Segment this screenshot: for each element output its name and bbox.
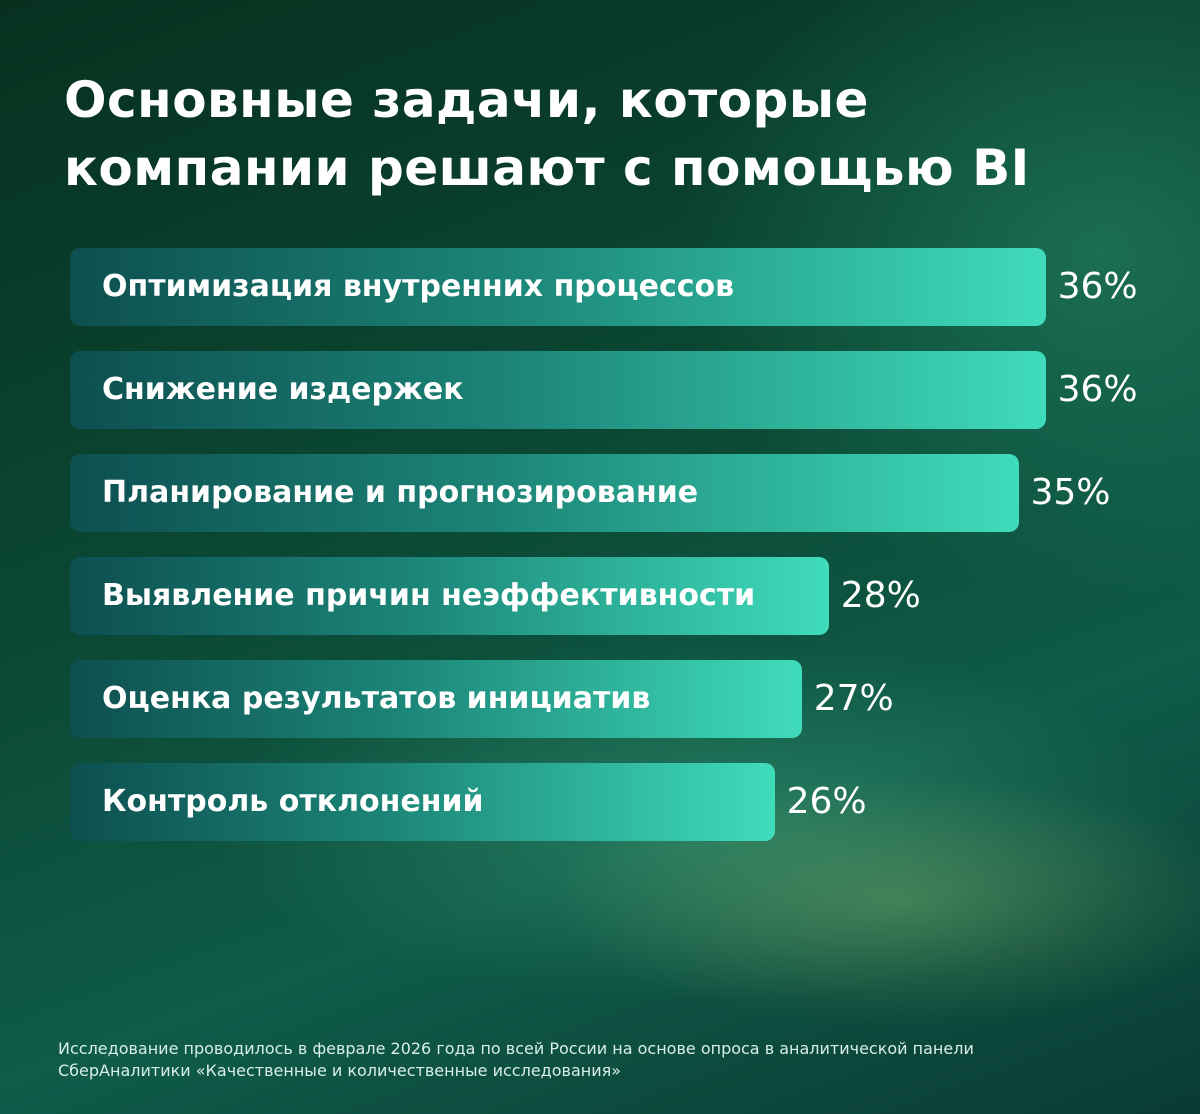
value-label: 26%: [786, 781, 867, 822]
bar: [70, 454, 1019, 532]
category-label: Выявление причин неэффективности: [102, 578, 756, 613]
bar: [70, 763, 775, 841]
category-label: Планирование и прогнозирование: [102, 475, 699, 510]
value-label: 28%: [840, 575, 921, 616]
value-label: 36%: [1057, 369, 1138, 410]
bar: [70, 248, 1046, 326]
category-label: Оптимизация внутренних процессов: [102, 269, 735, 304]
value-label: 27%: [813, 678, 894, 719]
category-label: Оценка результатов инициатив: [102, 681, 651, 716]
value-label: 36%: [1057, 266, 1138, 307]
bar: [70, 557, 829, 635]
bar: [70, 351, 1046, 429]
value-label: 35%: [1030, 472, 1111, 513]
category-label: Снижение издержек: [102, 372, 464, 407]
chart-title: Основные задачи, которые компании решают…: [64, 71, 1030, 197]
footnote: Исследование проводилось в феврале 2026 …: [58, 1039, 974, 1080]
bar: [70, 660, 802, 738]
category-label: Контроль отклонений: [102, 784, 484, 819]
